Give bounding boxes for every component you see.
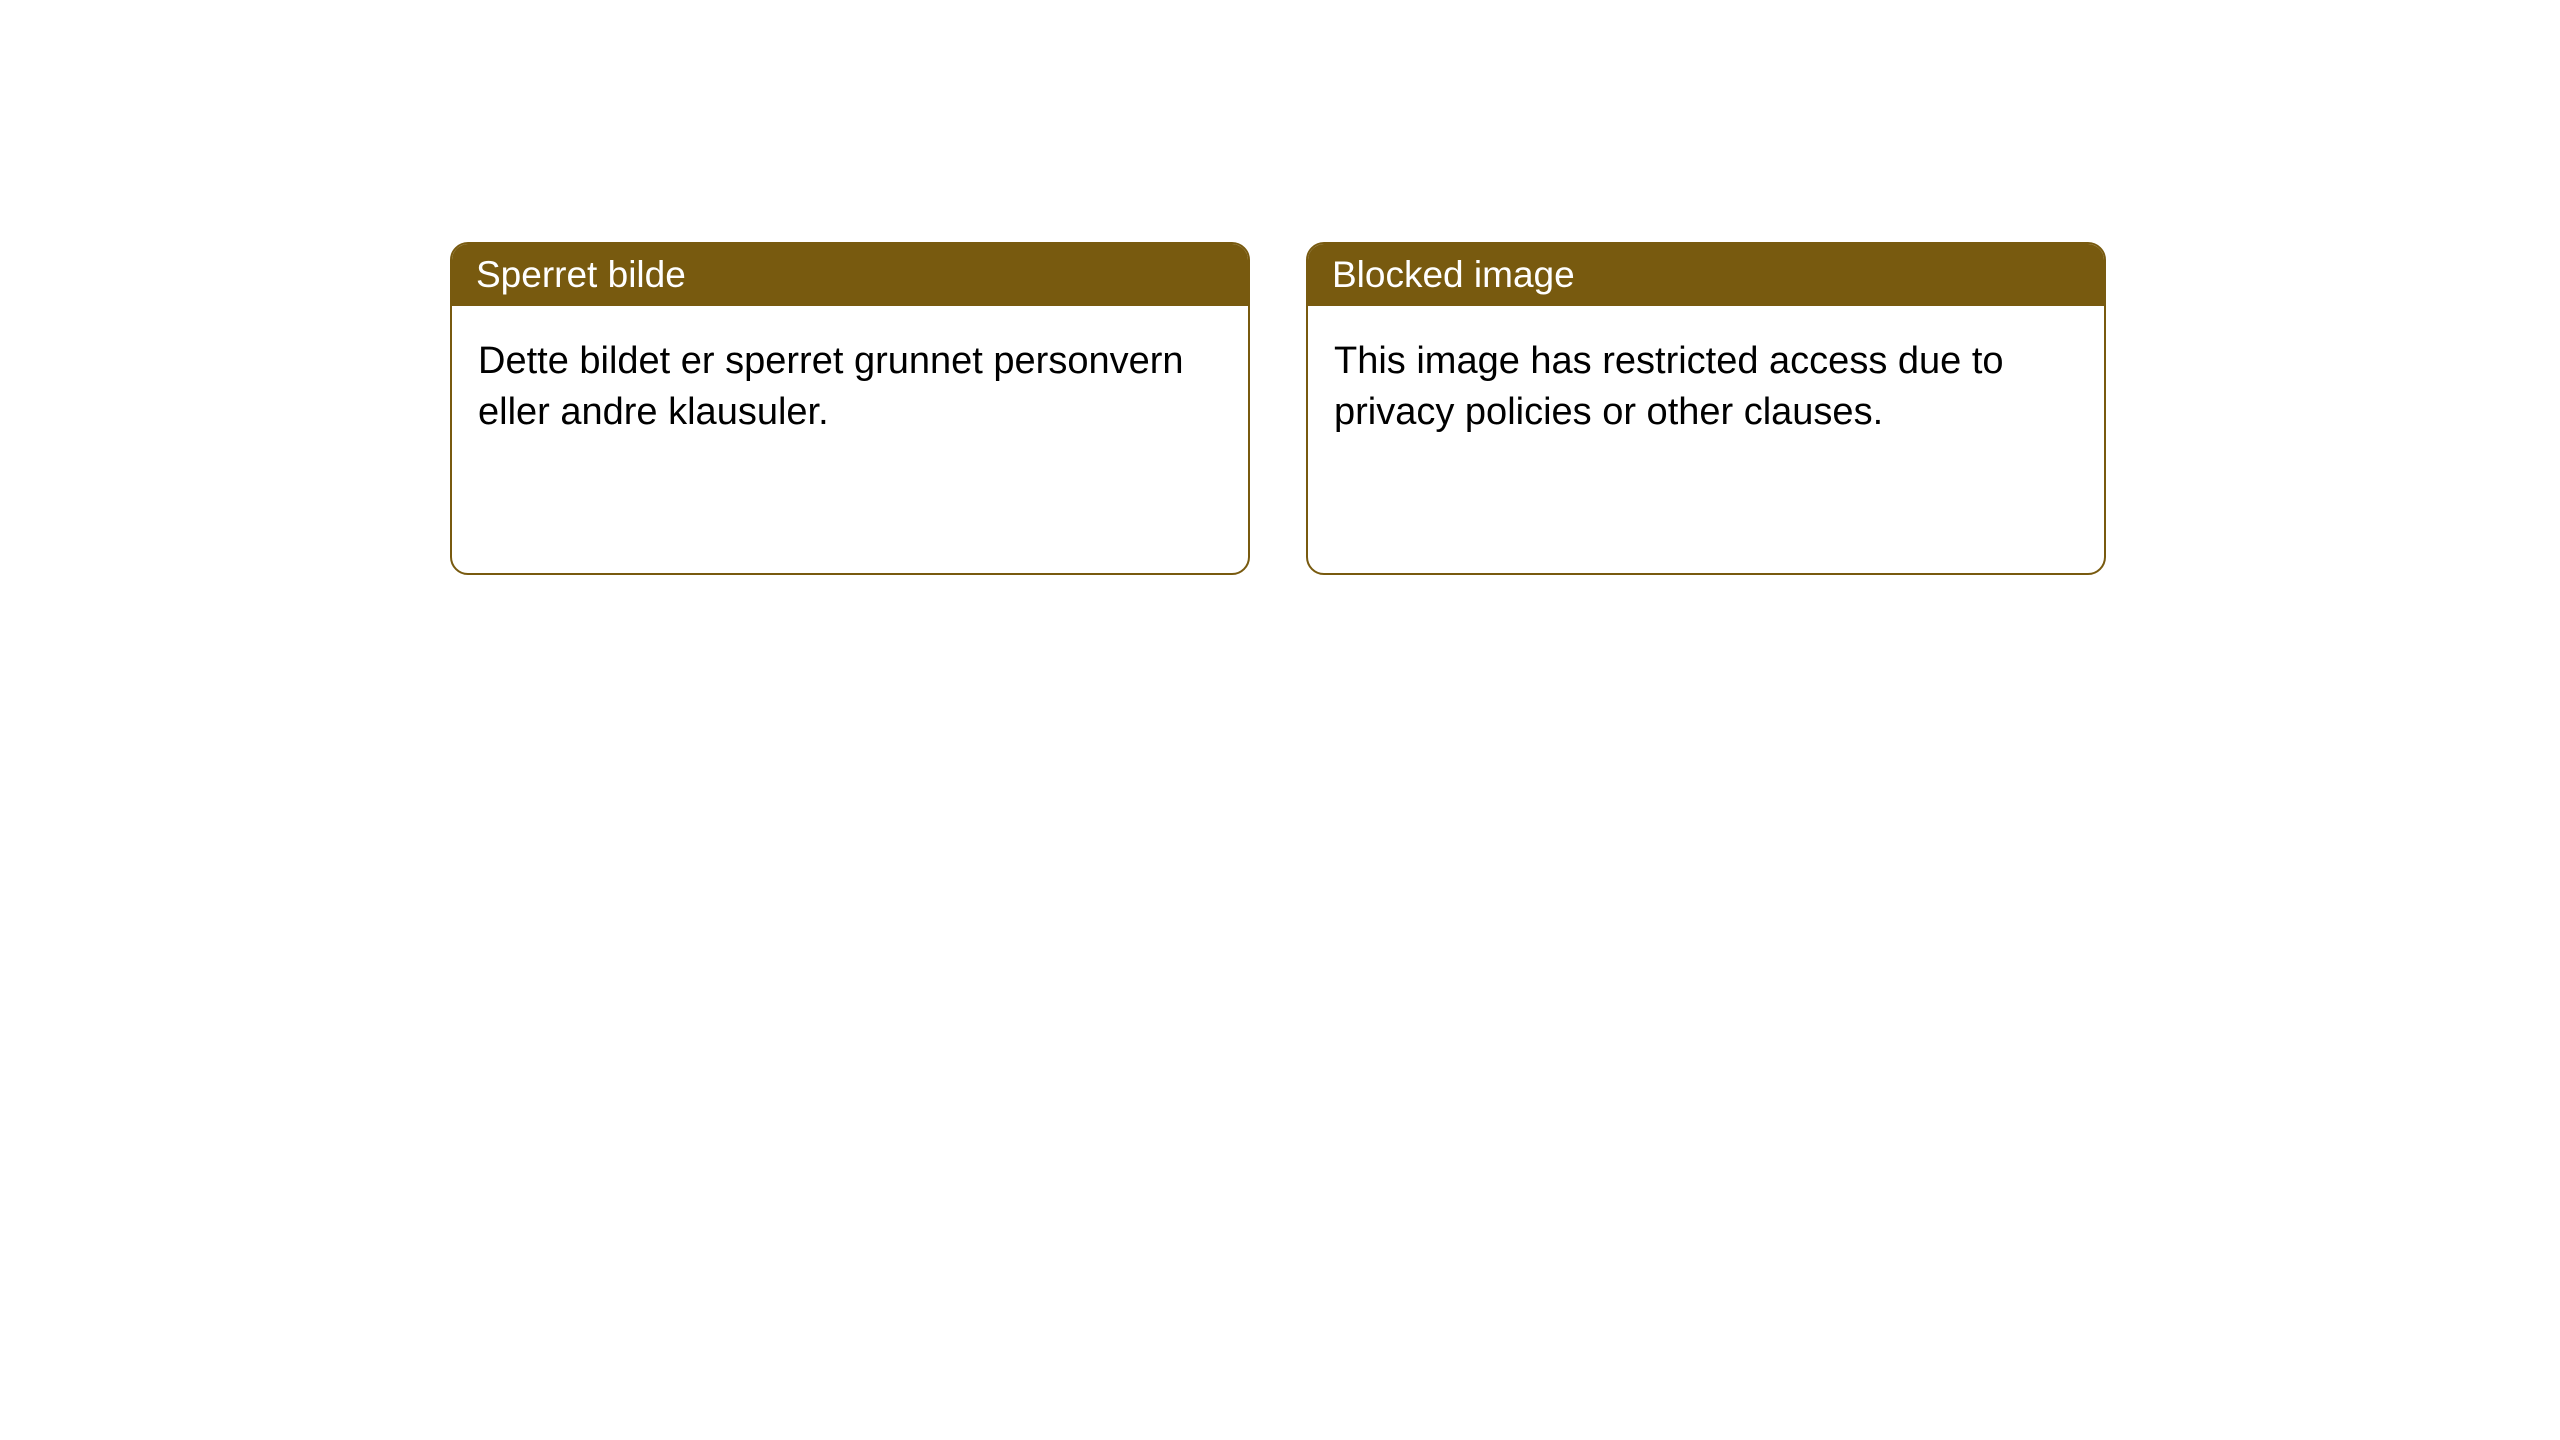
notice-container: Sperret bilde Dette bildet er sperret gr… [450, 242, 2106, 575]
notice-title: Blocked image [1308, 244, 2104, 306]
notice-body: Dette bildet er sperret grunnet personve… [452, 306, 1248, 469]
notice-card-norwegian: Sperret bilde Dette bildet er sperret gr… [450, 242, 1250, 575]
notice-title: Sperret bilde [452, 244, 1248, 306]
notice-body: This image has restricted access due to … [1308, 306, 2104, 469]
notice-card-english: Blocked image This image has restricted … [1306, 242, 2106, 575]
